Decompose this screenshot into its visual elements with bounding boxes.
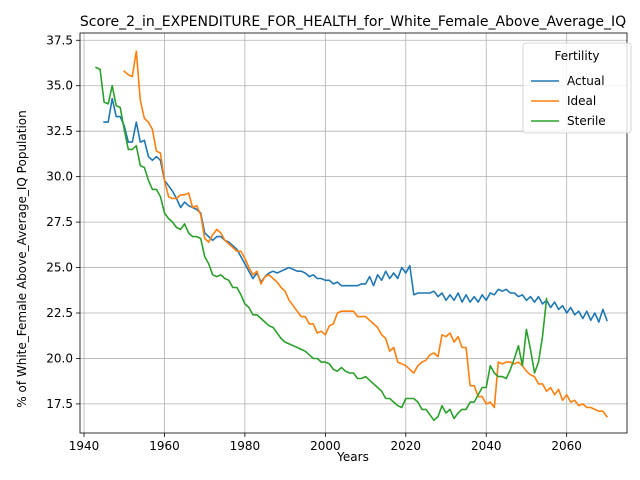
y-tick-label: 22.5	[46, 306, 73, 320]
legend-entries: Actual Ideal Sterile	[531, 74, 606, 128]
legend-entry-sterile: Sterile	[567, 114, 606, 128]
y-tick-label: 20.0	[46, 351, 73, 365]
y-tick-label: 30.0	[46, 170, 73, 184]
y-tick-label: 35.0	[46, 79, 73, 93]
y-axis-label: % of White_Female Above_Average_IQ Popul…	[15, 110, 29, 407]
legend: Fertility Actual Ideal Sterile	[522, 42, 632, 134]
y-axis: 17.5 20.0 22.5 25.0 27.5 30.0 32.5 35.0 37.5	[46, 33, 80, 411]
y-tick-label: 27.5	[46, 215, 73, 229]
legend-box	[522, 42, 632, 134]
x-tick-label: 2060	[551, 439, 582, 453]
legend-title: Fertility	[554, 49, 599, 63]
legend-entry-actual: Actual	[567, 74, 605, 88]
plot-frame	[79, 32, 628, 434]
chart-title: Score_2_in_EXPENDITURE_FOR_HEALTH_for_Wh…	[80, 14, 626, 30]
x-axis-label: Years	[336, 450, 369, 464]
series-line-ideal	[123, 50, 609, 418]
y-tick-label: 37.5	[46, 33, 73, 47]
x-tick-label: 1960	[149, 439, 180, 453]
y-tick-label: 25.0	[46, 261, 73, 275]
x-tick-label: 2040	[471, 439, 502, 453]
x-tick-label: 2020	[391, 439, 422, 453]
x-tick-label: 1980	[230, 439, 261, 453]
legend-entry-ideal: Ideal	[567, 94, 596, 108]
x-axis: 1940 1960 1980 2000 2020 2040 2060	[69, 433, 582, 453]
series-line-sterile	[95, 66, 548, 422]
x-tick-label: 1940	[69, 439, 100, 453]
y-tick-label: 32.5	[46, 124, 73, 138]
x-tick-label: 2000	[310, 439, 341, 453]
y-tick-label: 17.5	[46, 397, 73, 411]
series-layer	[95, 50, 609, 422]
grid	[80, 33, 627, 433]
series-line-actual	[103, 97, 608, 323]
